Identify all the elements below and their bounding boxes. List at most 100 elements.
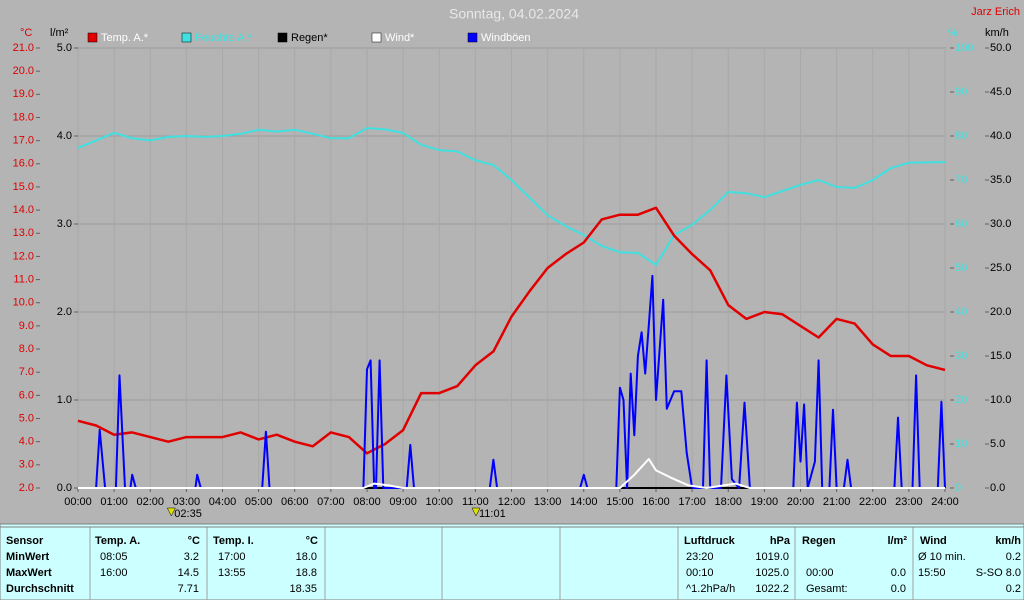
legend-label: Windböen bbox=[481, 32, 531, 44]
tick-label: 9.0 bbox=[19, 320, 34, 332]
table-cell: 18.8 bbox=[296, 567, 317, 579]
x-tick-label: 11:00 bbox=[462, 496, 489, 508]
x-tick-label: 17:00 bbox=[678, 496, 706, 508]
x-tick-label: 05:00 bbox=[245, 496, 273, 508]
table-header: hPa bbox=[770, 535, 791, 547]
table-cell: 1022.2 bbox=[755, 583, 789, 595]
chart-title: Sonntag, 04.02.2024 bbox=[449, 6, 579, 22]
x-tick-label: 04:00 bbox=[209, 496, 237, 508]
tick-label: 100 bbox=[955, 42, 973, 54]
tick-label: 30 bbox=[955, 350, 967, 362]
legend-swatch bbox=[371, 32, 382, 43]
tick-label: 45.0 bbox=[990, 86, 1011, 98]
rain-axis-label: l/m² bbox=[50, 27, 69, 39]
row-label: MinWert bbox=[6, 551, 50, 563]
table-cell: Gesamt: bbox=[806, 583, 848, 595]
tick-label: 5.0 bbox=[57, 42, 72, 54]
row-label: MaxWert bbox=[6, 567, 52, 579]
stats-panel bbox=[0, 523, 1024, 600]
table-cell: 0.0 bbox=[891, 583, 906, 595]
tick-label: 20 bbox=[955, 394, 967, 406]
tick-label: 12.0 bbox=[13, 250, 34, 262]
table-header: °C bbox=[188, 535, 200, 547]
x-tick-label: 22:00 bbox=[859, 496, 887, 508]
tick-label: 40.0 bbox=[990, 130, 1011, 142]
table-cell: 0.2 bbox=[1006, 551, 1021, 563]
table-header: Regen bbox=[802, 535, 836, 547]
tick-label: 80 bbox=[955, 130, 967, 142]
table-header: °C bbox=[306, 535, 318, 547]
tick-label: 20.0 bbox=[13, 65, 34, 77]
table-cell: S-SO 8.0 bbox=[976, 567, 1021, 579]
table-cell: 1025.0 bbox=[755, 567, 789, 579]
wind-axis-label: km/h bbox=[985, 27, 1009, 39]
tick-label: 17.0 bbox=[13, 135, 34, 147]
table-cell: 7.71 bbox=[178, 583, 199, 595]
y-axis-label: °C bbox=[20, 27, 32, 39]
x-tick-label: 13:00 bbox=[534, 496, 562, 508]
tick-label: 15.0 bbox=[13, 181, 34, 193]
x-tick-label: 01:00 bbox=[100, 496, 128, 508]
tick-label: 20.0 bbox=[990, 306, 1011, 318]
tick-label: 70 bbox=[955, 174, 967, 186]
x-tick-label: 10:00 bbox=[425, 496, 453, 508]
tick-label: 14.0 bbox=[13, 204, 34, 216]
tick-label: 7.0 bbox=[19, 366, 34, 378]
tick-label: 11.0 bbox=[13, 273, 34, 285]
table-cell: Ø 10 min. bbox=[918, 551, 966, 563]
legend-swatch bbox=[277, 32, 288, 43]
tick-label: 16.0 bbox=[13, 158, 34, 170]
x-tick-label: 16:00 bbox=[642, 496, 670, 508]
x-tick-label: 19:00 bbox=[751, 496, 779, 508]
tick-label: 60 bbox=[955, 218, 967, 230]
tick-label: 5.0 bbox=[990, 438, 1005, 450]
tick-label: 21.0 bbox=[13, 42, 34, 54]
x-tick-label: 24:00 bbox=[931, 496, 959, 508]
tick-label: 10 bbox=[955, 438, 967, 450]
x-tick-label: 15:00 bbox=[606, 496, 634, 508]
table-header: Luftdruck bbox=[684, 535, 736, 547]
series-line bbox=[78, 458, 945, 489]
legend-label: Regen* bbox=[291, 32, 328, 44]
legend-swatch bbox=[467, 32, 478, 43]
table-cell: 18.0 bbox=[296, 551, 317, 563]
tick-label: 2.0 bbox=[19, 482, 34, 494]
annotation-icon bbox=[471, 507, 481, 517]
table-header: Temp. I. bbox=[213, 535, 254, 547]
x-tick-label: 23:00 bbox=[895, 496, 923, 508]
x-tick-label: 07:00 bbox=[317, 496, 345, 508]
table-cell: 0.0 bbox=[891, 567, 906, 579]
legend-swatch bbox=[87, 32, 98, 43]
tick-label: 4.0 bbox=[57, 130, 72, 142]
x-tick-label: 02:00 bbox=[136, 496, 164, 508]
annotation-label: 11:01 bbox=[479, 508, 506, 520]
annotation-label: 02:35 bbox=[174, 508, 202, 520]
tick-label: 3.0 bbox=[19, 459, 34, 471]
tick-label: 1.0 bbox=[57, 394, 72, 406]
annotation-icon bbox=[166, 507, 176, 517]
table-cell: 16:00 bbox=[100, 567, 128, 579]
series-line bbox=[77, 206, 946, 455]
tick-label: 50.0 bbox=[990, 42, 1011, 54]
tick-label: 3.0 bbox=[57, 218, 72, 230]
table-header: Temp. A. bbox=[95, 535, 140, 547]
tick-label: 30.0 bbox=[990, 218, 1011, 230]
tick-label: 13.0 bbox=[13, 227, 34, 239]
tick-label: 90 bbox=[955, 86, 967, 98]
x-tick-label: 03:00 bbox=[173, 496, 201, 508]
legend-label: Wind* bbox=[385, 32, 415, 44]
tick-label: 15.0 bbox=[990, 350, 1011, 362]
x-tick-label: 09:00 bbox=[389, 496, 417, 508]
tick-label: 40 bbox=[955, 306, 967, 318]
x-tick-label: 20:00 bbox=[787, 496, 815, 508]
tick-label: 2.0 bbox=[57, 306, 72, 318]
y2-axis-label: % bbox=[948, 27, 958, 39]
table-header: l/m² bbox=[887, 535, 907, 547]
tick-label: 35.0 bbox=[990, 174, 1011, 186]
table-cell: ^1.2hPa/h bbox=[686, 583, 735, 595]
x-tick-label: 12:00 bbox=[498, 496, 526, 508]
row-label: Durchschnitt bbox=[6, 583, 74, 595]
tick-label: 6.0 bbox=[19, 389, 34, 401]
table-cell: 00:00 bbox=[806, 567, 834, 579]
legend-swatch bbox=[181, 32, 192, 43]
